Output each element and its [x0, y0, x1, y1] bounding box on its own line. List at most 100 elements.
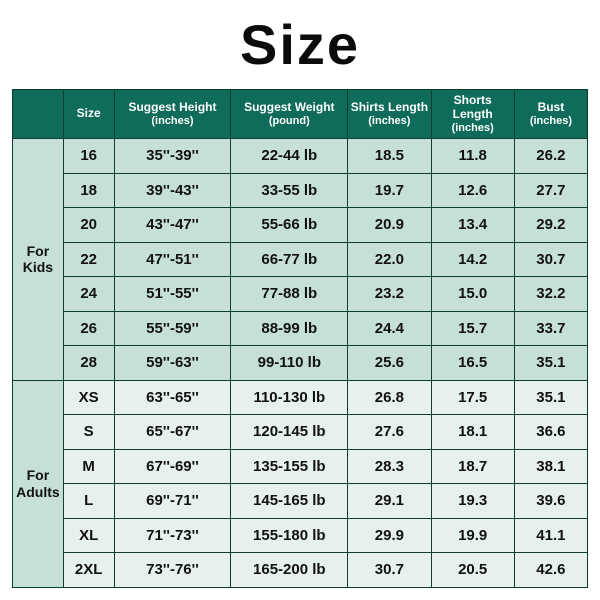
cell-bust: 32.2	[514, 277, 587, 312]
cell-short: 11.8	[431, 139, 514, 174]
table-row: 22 47''-51'' 66-77 lb 22.0 14.2 30.7	[13, 242, 588, 277]
cell-short: 19.3	[431, 484, 514, 519]
cell-bust: 30.7	[514, 242, 587, 277]
cell-short: 18.1	[431, 415, 514, 450]
group-label-adults: ForAdults	[13, 380, 64, 587]
cell-bust: 41.1	[514, 518, 587, 553]
cell-short: 19.9	[431, 518, 514, 553]
cell-short: 12.6	[431, 173, 514, 208]
cell-shirt: 22.0	[348, 242, 431, 277]
col-header-shirt: Shirts Length(inches)	[348, 90, 431, 139]
cell-weight: 66-77 lb	[231, 242, 348, 277]
cell-size: 2XL	[63, 553, 114, 588]
cell-weight: 99-110 lb	[231, 346, 348, 381]
cell-weight: 145-165 lb	[231, 484, 348, 519]
table-row: 18 39''-43'' 33-55 lb 19.7 12.6 27.7	[13, 173, 588, 208]
table-row: 2XL 73''-76'' 165-200 lb 30.7 20.5 42.6	[13, 553, 588, 588]
cell-shirt: 30.7	[348, 553, 431, 588]
cell-size: XL	[63, 518, 114, 553]
cell-size: XS	[63, 380, 114, 415]
cell-shirt: 19.7	[348, 173, 431, 208]
cell-short: 15.7	[431, 311, 514, 346]
cell-bust: 33.7	[514, 311, 587, 346]
table-row: 20 43''-47'' 55-66 lb 20.9 13.4 29.2	[13, 208, 588, 243]
cell-shirt: 20.9	[348, 208, 431, 243]
cell-shirt: 28.3	[348, 449, 431, 484]
cell-size: L	[63, 484, 114, 519]
cell-short: 15.0	[431, 277, 514, 312]
cell-size: 24	[63, 277, 114, 312]
cell-bust: 39.6	[514, 484, 587, 519]
cell-weight: 22-44 lb	[231, 139, 348, 174]
col-header-group	[13, 90, 64, 139]
cell-size: 28	[63, 346, 114, 381]
cell-weight: 77-88 lb	[231, 277, 348, 312]
col-header-size: Size	[63, 90, 114, 139]
cell-weight: 55-66 lb	[231, 208, 348, 243]
cell-size: 18	[63, 173, 114, 208]
cell-weight: 33-55 lb	[231, 173, 348, 208]
table-header-row: Size Suggest Height(inches) Suggest Weig…	[13, 90, 588, 139]
cell-weight: 135-155 lb	[231, 449, 348, 484]
cell-height: 69''-71''	[114, 484, 231, 519]
cell-shirt: 18.5	[348, 139, 431, 174]
cell-shirt: 29.1	[348, 484, 431, 519]
col-header-weight: Suggest Weight(pound)	[231, 90, 348, 139]
cell-height: 65''-67''	[114, 415, 231, 450]
cell-bust: 42.6	[514, 553, 587, 588]
cell-bust: 35.1	[514, 346, 587, 381]
cell-short: 16.5	[431, 346, 514, 381]
table-row: S 65''-67'' 120-145 lb 27.6 18.1 36.6	[13, 415, 588, 450]
cell-bust: 35.1	[514, 380, 587, 415]
cell-shirt: 29.9	[348, 518, 431, 553]
cell-weight: 155-180 lb	[231, 518, 348, 553]
cell-bust: 36.6	[514, 415, 587, 450]
cell-bust: 26.2	[514, 139, 587, 174]
cell-size: M	[63, 449, 114, 484]
table-row: M 67''-69'' 135-155 lb 28.3 18.7 38.1	[13, 449, 588, 484]
cell-height: 73''-76''	[114, 553, 231, 588]
cell-short: 18.7	[431, 449, 514, 484]
col-header-bust: Bust(inches)	[514, 90, 587, 139]
cell-weight: 120-145 lb	[231, 415, 348, 450]
table-row: ForAdults XS 63''-65'' 110-130 lb 26.8 1…	[13, 380, 588, 415]
cell-height: 35''-39''	[114, 139, 231, 174]
group-label-kids: ForKids	[13, 139, 64, 381]
cell-short: 17.5	[431, 380, 514, 415]
cell-height: 59''-63''	[114, 346, 231, 381]
cell-shirt: 23.2	[348, 277, 431, 312]
table-row: 28 59''-63'' 99-110 lb 25.6 16.5 35.1	[13, 346, 588, 381]
cell-height: 39''-43''	[114, 173, 231, 208]
cell-weight: 88-99 lb	[231, 311, 348, 346]
cell-height: 71''-73''	[114, 518, 231, 553]
table-row: ForKids 16 35''-39'' 22-44 lb 18.5 11.8 …	[13, 139, 588, 174]
col-header-height: Suggest Height(inches)	[114, 90, 231, 139]
page-title: Size	[240, 12, 360, 77]
table-row: 26 55''-59'' 88-99 lb 24.4 15.7 33.7	[13, 311, 588, 346]
cell-size: 20	[63, 208, 114, 243]
cell-short: 20.5	[431, 553, 514, 588]
col-header-short: Shorts Length(inches)	[431, 90, 514, 139]
cell-shirt: 26.8	[348, 380, 431, 415]
cell-weight: 110-130 lb	[231, 380, 348, 415]
table-row: 24 51''-55'' 77-88 lb 23.2 15.0 32.2	[13, 277, 588, 312]
cell-weight: 165-200 lb	[231, 553, 348, 588]
cell-height: 55''-59''	[114, 311, 231, 346]
table-row: XL 71''-73'' 155-180 lb 29.9 19.9 41.1	[13, 518, 588, 553]
cell-bust: 27.7	[514, 173, 587, 208]
cell-height: 47''-51''	[114, 242, 231, 277]
cell-shirt: 24.4	[348, 311, 431, 346]
cell-bust: 29.2	[514, 208, 587, 243]
cell-shirt: 27.6	[348, 415, 431, 450]
cell-size: 26	[63, 311, 114, 346]
cell-size: 16	[63, 139, 114, 174]
cell-height: 43''-47''	[114, 208, 231, 243]
cell-bust: 38.1	[514, 449, 587, 484]
cell-size: S	[63, 415, 114, 450]
cell-size: 22	[63, 242, 114, 277]
cell-height: 67''-69''	[114, 449, 231, 484]
cell-shirt: 25.6	[348, 346, 431, 381]
cell-short: 14.2	[431, 242, 514, 277]
table-row: L 69''-71'' 145-165 lb 29.1 19.3 39.6	[13, 484, 588, 519]
cell-short: 13.4	[431, 208, 514, 243]
